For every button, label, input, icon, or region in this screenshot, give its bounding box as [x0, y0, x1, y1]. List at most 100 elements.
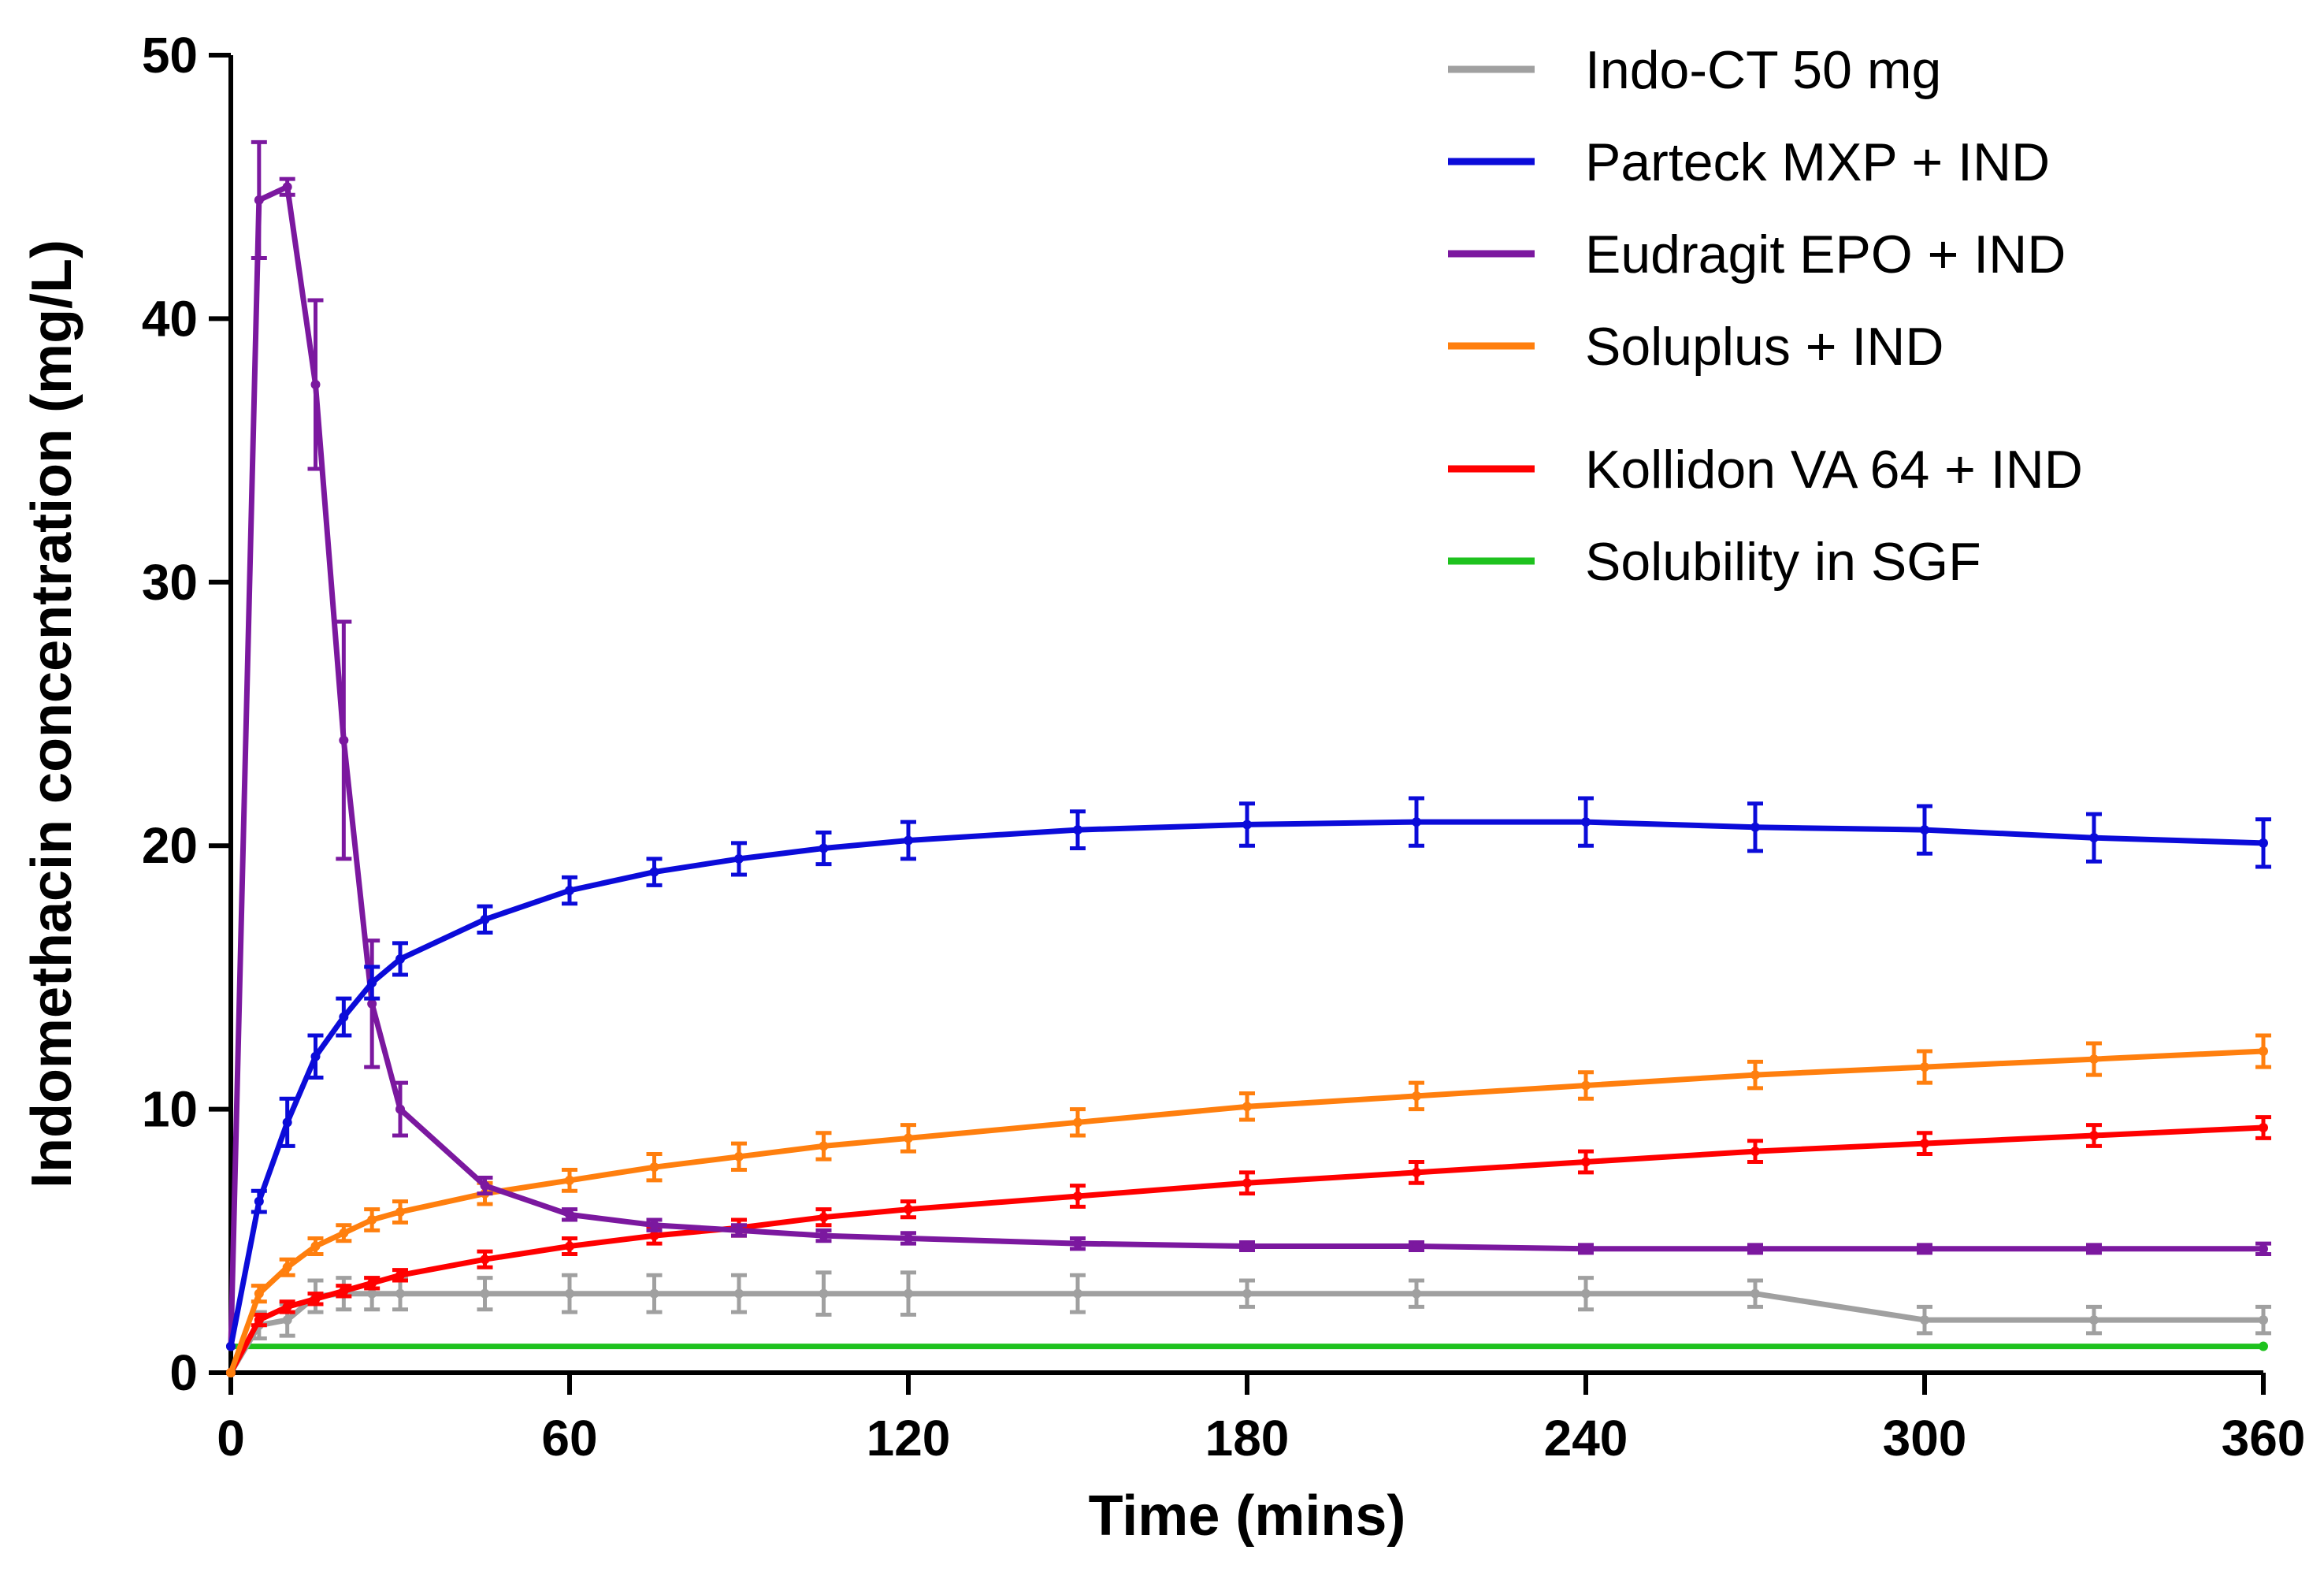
data-point: [734, 1288, 744, 1299]
series-line: [228, 819, 2266, 1350]
legend-label: Eudragit EPO + IND: [1585, 225, 2066, 284]
data-point: [282, 1315, 292, 1325]
data-point: [1920, 825, 1929, 835]
data-point: [649, 1162, 659, 1173]
x-tick-label: 60: [541, 1410, 597, 1466]
data-point: [2259, 1046, 2268, 1057]
legend-item: Solubility in SGF: [1448, 532, 1981, 592]
legend-label: Solubility in SGF: [1585, 532, 1981, 592]
data-point: [565, 1210, 574, 1220]
y-tick-label: 10: [142, 1081, 198, 1138]
data-point: [1412, 1241, 1421, 1251]
data-point: [565, 1241, 574, 1251]
data-point: [254, 1196, 264, 1206]
y-tick-label: 20: [142, 817, 198, 874]
data-point: [904, 1288, 913, 1299]
data-point: [367, 998, 377, 1009]
data-point: [2089, 833, 2099, 843]
data-point: [904, 1133, 913, 1143]
series-2: [226, 139, 2271, 1351]
y-tick-label: 40: [142, 290, 198, 347]
data-point: [480, 1180, 490, 1191]
data-point: [367, 1215, 377, 1225]
data-point: [2089, 1131, 2099, 1141]
data-point: [282, 1117, 292, 1128]
legend: Indo-CT 50 mg Parteck MXP + IND Eudragit E…: [1448, 40, 2083, 592]
data-point: [226, 1341, 236, 1351]
x-tick-label: 0: [217, 1410, 245, 1466]
y-tick-label: 30: [142, 554, 198, 611]
data-point: [282, 182, 292, 192]
data-point: [734, 1151, 744, 1162]
data-point: [339, 1228, 349, 1238]
data-point: [1750, 1288, 1760, 1299]
data-point: [819, 1141, 829, 1151]
data-point: [565, 886, 574, 896]
y-axis-title: Indomethacin concentration (mg/L): [20, 240, 84, 1188]
data-point: [734, 853, 744, 864]
data-point: [1412, 1288, 1421, 1299]
data-point: [1242, 820, 1252, 830]
data-point: [1920, 1139, 1929, 1149]
data-point: [2259, 838, 2268, 848]
data-point: [2259, 1341, 2268, 1351]
data-point: [649, 1220, 659, 1230]
data-point: [1920, 1062, 1929, 1072]
data-point: [1073, 1191, 1082, 1201]
data-point: [1750, 1070, 1760, 1080]
plot-series: [226, 139, 2271, 1377]
data-point: [2259, 1243, 2268, 1254]
data-point: [395, 953, 405, 964]
data-point: [254, 195, 264, 205]
series-1: [226, 796, 2271, 1351]
y-tick-label: 0: [169, 1344, 198, 1401]
data-point: [310, 380, 321, 389]
data-point: [1073, 825, 1082, 835]
legend-label: Indo-CT 50 mg: [1585, 40, 1941, 100]
series-0: [226, 1270, 2271, 1377]
data-point: [395, 1104, 405, 1114]
x-tick-label: 240: [1544, 1410, 1628, 1466]
data-point: [1920, 1315, 1929, 1325]
data-point: [1581, 1243, 1591, 1254]
data-point: [310, 1051, 321, 1061]
data-point: [367, 978, 377, 988]
legend-item: Indo-CT 50 mg: [1448, 40, 1941, 100]
data-point: [1581, 1080, 1591, 1091]
data-point: [395, 1270, 405, 1280]
data-point: [1073, 1288, 1082, 1299]
data-point: [480, 1288, 490, 1299]
data-point: [819, 1288, 829, 1299]
data-point: [819, 843, 829, 853]
data-point: [1412, 1167, 1421, 1177]
data-point: [904, 835, 913, 846]
data-point: [819, 1212, 829, 1222]
legend-item: Kollidon VA 64 + IND: [1448, 440, 2083, 500]
data-point: [1750, 1243, 1760, 1254]
data-point: [282, 1302, 292, 1312]
series-5: [226, 1341, 2268, 1351]
data-point: [367, 1278, 377, 1288]
data-point: [254, 1315, 264, 1325]
legend-label: Soluplus + IND: [1585, 317, 1943, 377]
x-axis-title: Time (mins): [1089, 1485, 1406, 1548]
series-3: [226, 1033, 2271, 1377]
data-point: [395, 1288, 405, 1299]
data-point: [1242, 1178, 1252, 1188]
data-point: [2259, 1123, 2268, 1133]
x-tick-label: 360: [2222, 1410, 2306, 1466]
data-point: [367, 1288, 377, 1299]
data-point: [1073, 1117, 1082, 1128]
data-point: [1242, 1102, 1252, 1112]
data-point: [1750, 822, 1760, 832]
x-tick-label: 120: [867, 1410, 951, 1466]
data-point: [1581, 1288, 1591, 1299]
x-tick-label: 180: [1205, 1410, 1290, 1466]
data-point: [395, 1207, 405, 1217]
data-point: [2089, 1054, 2099, 1065]
data-point: [734, 1225, 744, 1236]
data-point: [1581, 817, 1591, 827]
legend-label: Kollidon VA 64 + IND: [1585, 440, 2083, 500]
data-point: [565, 1288, 574, 1299]
data-point: [310, 1241, 321, 1251]
